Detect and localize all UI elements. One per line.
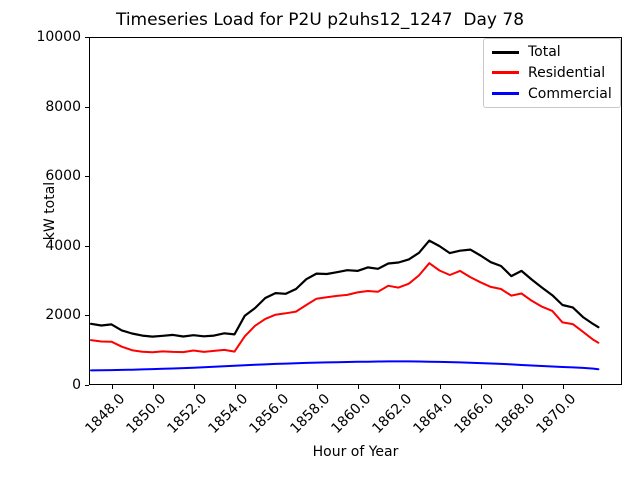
x-tick-mark (316, 385, 318, 389)
legend-line-sample (492, 50, 519, 54)
x-tick-label: 1854.0 (204, 391, 251, 437)
y-tick-mark (85, 315, 89, 317)
y-tick-label: 10000 (36, 29, 81, 45)
legend-label: Total (528, 44, 561, 61)
y-tick-label: 8000 (45, 98, 81, 115)
legend-item-residential: Residential (490, 65, 614, 81)
legend-item-total: Total (490, 44, 614, 60)
legend-line-sample (492, 92, 519, 96)
x-tick-mark (111, 385, 113, 389)
legend-label: Residential (528, 64, 606, 81)
x-tick-mark (152, 385, 154, 389)
x-tick-label: 1850.0 (122, 391, 169, 437)
x-axis-label: Hour of Year (312, 444, 399, 460)
x-tick-mark (234, 385, 236, 389)
y-tick-mark (85, 245, 89, 247)
y-tick-mark (85, 37, 89, 38)
x-tick-label: 1858.0 (286, 391, 333, 437)
legend-item-commercial: Commercial (490, 86, 614, 102)
x-tick-mark (398, 385, 400, 389)
x-tick-label: 1848.0 (81, 391, 128, 437)
plot-area (89, 37, 622, 385)
x-tick-mark (193, 385, 195, 389)
x-tick-mark (439, 385, 441, 389)
x-tick-label: 1870.0 (532, 391, 579, 437)
y-tick-label: 0 (72, 377, 81, 393)
series-line-commercial (90, 360, 600, 372)
legend-line-sample (492, 71, 519, 75)
x-tick-mark (521, 385, 523, 389)
x-tick-label: 1868.0 (491, 391, 538, 437)
x-tick-mark (480, 385, 482, 389)
y-tick-mark (85, 385, 89, 386)
y-tick-label: 2000 (45, 307, 81, 324)
x-tick-mark (357, 385, 359, 389)
x-tick-label: 1860.0 (327, 391, 374, 437)
x-tick-label: 1862.0 (368, 391, 415, 437)
y-axis-label: kW total (42, 181, 58, 241)
legend-label: Commercial (528, 85, 612, 102)
x-tick-mark (275, 385, 277, 389)
legend: Total Residential Commercial (483, 38, 621, 108)
y-tick-label: 6000 (45, 168, 81, 185)
x-tick-label: 1856.0 (245, 391, 292, 437)
y-tick-mark (85, 176, 89, 178)
axes-frame (89, 37, 622, 385)
x-tick-mark (562, 385, 564, 389)
x-tick-label: 1864.0 (409, 391, 456, 437)
series-line-total (89, 239, 600, 338)
x-tick-label: 1866.0 (450, 391, 497, 437)
y-tick-label: 4000 (45, 237, 81, 254)
y-tick-mark (85, 106, 89, 108)
series-line-residential (90, 262, 600, 354)
x-tick-label: 1852.0 (163, 391, 210, 437)
chart-title: Timeseries Load for P2U p2uhs12_1247 Day… (115, 10, 525, 30)
